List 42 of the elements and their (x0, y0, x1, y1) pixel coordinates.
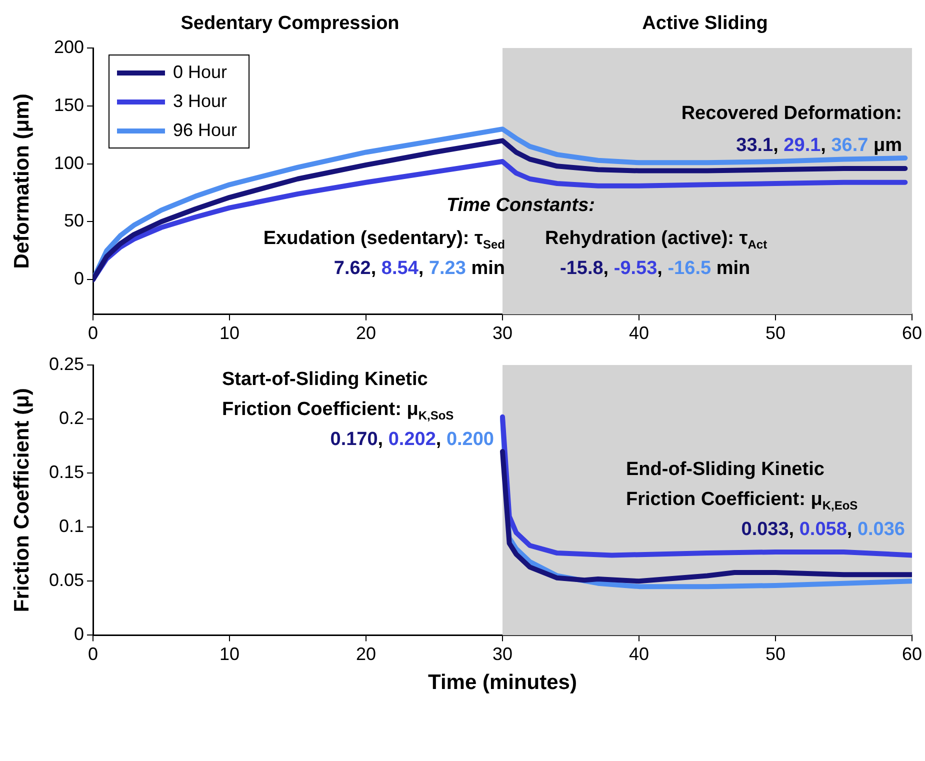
x-tick-label: 10 (219, 644, 240, 664)
x-tick-label: 10 (219, 323, 240, 344)
y-tick-label: 0.25 (48, 354, 84, 374)
annotation: Start-of-Sliding Kinetic (222, 369, 428, 390)
annotation: -15.8, -9.53, -16.5 min (560, 258, 750, 280)
y-tick-label: 0.2 (58, 408, 84, 428)
text: Sedentary Compression (180, 13, 400, 34)
x-tick-label: 50 (765, 644, 786, 664)
x-tick-label: 20 (356, 323, 376, 344)
y-tick-label: 0.05 (48, 570, 84, 590)
x-tick-label: 60 (902, 644, 922, 664)
legend-label: 0 Hour (173, 62, 228, 82)
x-tick-label: 30 (492, 323, 513, 344)
annotation: End-of-Sliding Kinetic (626, 459, 825, 480)
y-tick-label: 0.15 (48, 462, 84, 482)
y-tick-label: 100 (54, 152, 84, 173)
x-tick-label: 20 (356, 644, 376, 664)
x-tick-label: 60 (902, 323, 922, 344)
x-tick-label: 30 (492, 644, 513, 664)
annotation: 7.62, 8.54, 7.23 min (334, 258, 506, 280)
y-axis-title: Deformation (μm) (10, 94, 34, 269)
x-tick-label: 50 (765, 323, 786, 344)
y-tick-label: 50 (64, 210, 84, 231)
annotation: Time Constants: (446, 195, 596, 216)
text: Active Sliding (642, 13, 768, 34)
annotation: 33.1, 29.1, 36.7 μm (736, 135, 902, 156)
legend-label: 96 Hour (173, 120, 238, 140)
x-tick-label: 40 (628, 323, 650, 344)
x-axis-title: Time (minutes) (428, 671, 577, 694)
y-tick-label: 0 (74, 268, 84, 289)
x-tick-label: 0 (88, 644, 98, 664)
annotation: Recovered Deformation: (681, 103, 902, 124)
y-axis-title: Friction Coefficient (μ) (10, 388, 34, 612)
x-tick-label: 40 (628, 644, 650, 664)
y-tick-label: 0 (74, 624, 84, 644)
y-tick-label: 150 (54, 94, 84, 115)
annotation: 0.033, 0.058, 0.036 (741, 519, 905, 540)
x-tick-label: 0 (88, 323, 98, 344)
y-tick-label: 0.1 (58, 516, 84, 536)
annotation: 0.170, 0.202, 0.200 (330, 429, 494, 450)
y-tick-label: 200 (54, 36, 84, 57)
legend-label: 3 Hour (173, 90, 228, 111)
